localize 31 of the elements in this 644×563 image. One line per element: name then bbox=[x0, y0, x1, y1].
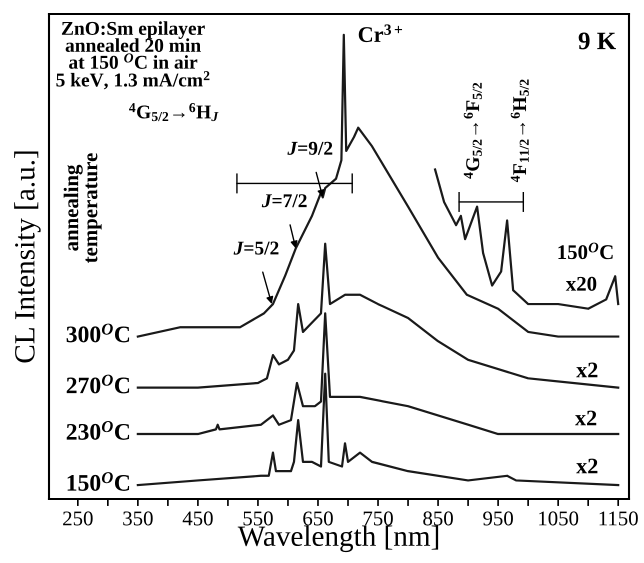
annotation: annealing temperature bbox=[64, 153, 102, 264]
x-tick-label: 750 bbox=[364, 511, 393, 526]
annotation: $^{4}$G$_{5/2}$→$^{6}$F$_{5/2}$ bbox=[464, 82, 482, 179]
x-tick-label: 350 bbox=[123, 511, 153, 526]
annotation: $^{4}$F$_{11/2}$→$^{6}$H$_{5/2}$ bbox=[510, 79, 529, 182]
annotation: $^{4}$G$_{5/2}$→$^{6}$H$_{J}$ bbox=[129, 103, 219, 122]
x-tick-label: 1150 bbox=[600, 511, 638, 526]
series-label: 150$^{O}$C bbox=[558, 242, 613, 260]
x-tick-label: 950 bbox=[483, 511, 513, 526]
annotation: x2 bbox=[576, 458, 598, 474]
series-label: 300$^{O}$C bbox=[66, 324, 130, 342]
annotation: x20 bbox=[566, 276, 596, 291]
y-axis-title: CL Intensity [a.u.] bbox=[14, 151, 41, 362]
x-tick-label: 1050 bbox=[539, 511, 578, 526]
x-axis-title: Wavelength [nm] bbox=[238, 526, 438, 552]
annotation: ZnO:Sm epilayer annealed 20 min at 150 $^{O}$C in air 5 keV, 1.3 mA/cm$^{2}$ bbox=[56, 21, 210, 90]
series-label: 150$^{O}$C bbox=[68, 472, 130, 491]
x-tick-label: 550 bbox=[244, 511, 273, 526]
x-tick-label: 650 bbox=[303, 511, 333, 526]
series-label: 230$^{O}$C bbox=[66, 421, 130, 440]
annotation: 9 K bbox=[578, 32, 616, 50]
x-tick-label: 450 bbox=[182, 511, 213, 526]
series-label: 270$^{O}$C bbox=[66, 374, 130, 394]
annotation: Cr$^{3+}$ bbox=[358, 24, 402, 42]
x-tick-label: 850 bbox=[423, 511, 453, 526]
x-tick-label: 250 bbox=[63, 511, 93, 526]
annotation: J=7/2 bbox=[262, 194, 307, 208]
annotation: J=9/2 bbox=[287, 142, 332, 155]
annotation: x2 bbox=[575, 410, 596, 426]
annotation: x2 bbox=[576, 362, 598, 378]
annotation: J=5/2 bbox=[234, 242, 278, 255]
